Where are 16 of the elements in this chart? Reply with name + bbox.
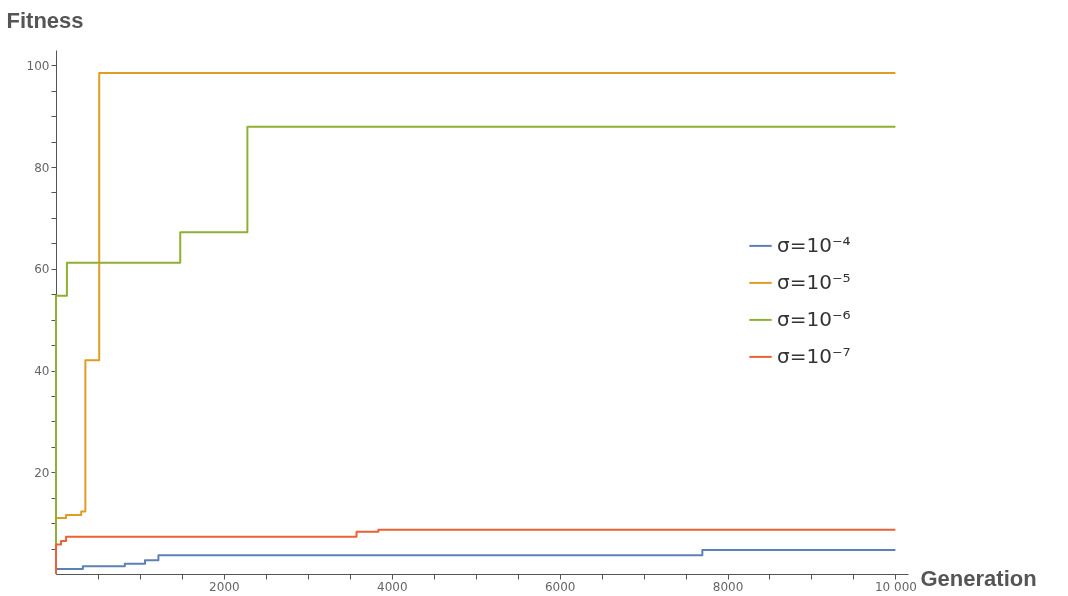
x-tick-label: 6000 (544, 579, 576, 594)
y-tick-label: 20 (34, 465, 50, 480)
x-tick-label: 2000 (209, 579, 240, 594)
x-tick-label: 10 000 (874, 579, 917, 594)
legend-label: σ=10⁻⁷ (777, 343, 851, 368)
legend-label: σ=10⁻⁴ (777, 232, 851, 257)
y-tick-label: 80 (34, 160, 50, 175)
x-tick-label: 8000 (712, 579, 744, 594)
x-axis-title: Generation (920, 565, 1037, 591)
y-tick-label: 60 (34, 262, 50, 277)
y-tick-label: 40 (34, 364, 50, 378)
y-tick-label: 100 (26, 58, 50, 73)
legend-label: σ=10⁻⁶ (777, 306, 851, 331)
legend-label: σ=10⁻⁵ (777, 269, 851, 294)
y-axis-title: Fitness (6, 7, 84, 33)
x-tick-label: 4000 (376, 579, 408, 594)
